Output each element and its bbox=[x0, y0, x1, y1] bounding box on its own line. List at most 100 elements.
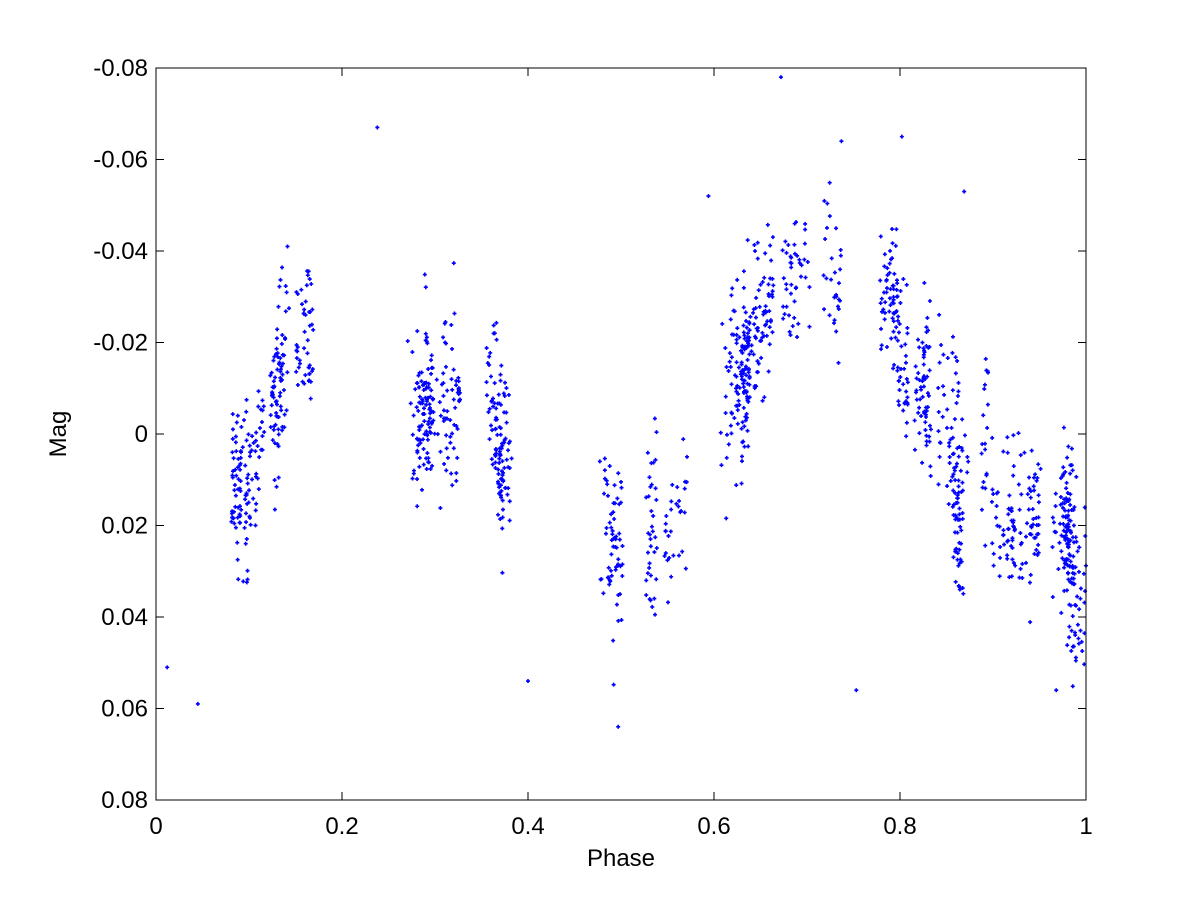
data-point bbox=[619, 618, 624, 623]
data-point bbox=[731, 332, 736, 337]
data-point bbox=[802, 241, 807, 246]
data-point bbox=[884, 290, 889, 295]
data-point bbox=[948, 478, 953, 483]
data-point bbox=[1064, 530, 1069, 535]
data-point bbox=[979, 507, 984, 512]
data-point bbox=[247, 488, 252, 493]
data-point bbox=[277, 394, 282, 399]
data-point bbox=[834, 329, 839, 334]
data-point bbox=[678, 510, 683, 515]
data-point bbox=[825, 201, 830, 206]
data-point bbox=[616, 593, 621, 598]
data-point bbox=[878, 234, 883, 239]
data-point bbox=[920, 379, 925, 384]
data-point bbox=[882, 310, 887, 315]
data-point bbox=[735, 326, 740, 331]
data-point bbox=[1018, 542, 1023, 547]
data-point bbox=[1051, 520, 1056, 525]
data-point bbox=[283, 309, 288, 314]
data-point bbox=[724, 365, 729, 370]
data-point bbox=[729, 382, 734, 387]
data-point bbox=[279, 408, 284, 413]
data-point bbox=[430, 463, 435, 468]
data-point bbox=[272, 424, 277, 429]
data-point bbox=[885, 266, 890, 271]
data-point bbox=[254, 501, 259, 506]
data-point bbox=[997, 574, 1002, 579]
data-point bbox=[247, 515, 252, 520]
data-point bbox=[415, 477, 420, 482]
data-point bbox=[888, 303, 893, 308]
data-point bbox=[498, 517, 503, 522]
data-point bbox=[946, 502, 951, 507]
data-point bbox=[746, 338, 751, 343]
data-point bbox=[760, 398, 765, 403]
data-point bbox=[945, 484, 950, 489]
data-point bbox=[742, 424, 747, 429]
data-point bbox=[759, 355, 764, 360]
data-point bbox=[879, 343, 884, 348]
data-point bbox=[836, 307, 841, 312]
data-point bbox=[723, 394, 728, 399]
data-point bbox=[233, 493, 238, 498]
data-point bbox=[654, 546, 659, 551]
data-point bbox=[951, 513, 956, 518]
data-point bbox=[493, 427, 498, 432]
data-point bbox=[666, 600, 671, 605]
data-point bbox=[501, 440, 506, 445]
data-point bbox=[499, 363, 504, 368]
data-point bbox=[1078, 596, 1083, 601]
data-point bbox=[424, 402, 429, 407]
data-point bbox=[784, 287, 789, 292]
data-point bbox=[982, 441, 987, 446]
data-point bbox=[606, 575, 611, 580]
data-point bbox=[827, 313, 832, 318]
data-point bbox=[882, 264, 887, 269]
data-point bbox=[945, 407, 950, 412]
data-point bbox=[921, 384, 926, 389]
data-point bbox=[271, 358, 276, 363]
data-point bbox=[616, 557, 621, 562]
data-point bbox=[771, 283, 776, 288]
data-point bbox=[650, 604, 655, 609]
data-point bbox=[924, 330, 929, 335]
data-point bbox=[742, 378, 747, 383]
data-point bbox=[891, 366, 896, 371]
data-point bbox=[443, 320, 448, 325]
data-point bbox=[947, 440, 952, 445]
data-point bbox=[497, 425, 502, 430]
data-point bbox=[441, 335, 446, 340]
data-point bbox=[1068, 492, 1073, 497]
data-point bbox=[239, 424, 244, 429]
data-point bbox=[937, 360, 942, 365]
data-point bbox=[1006, 512, 1011, 517]
data-point bbox=[895, 368, 900, 373]
data-point bbox=[740, 459, 745, 464]
data-point bbox=[428, 394, 433, 399]
data-point bbox=[1063, 469, 1068, 474]
data-point bbox=[768, 243, 773, 248]
data-point bbox=[742, 333, 747, 338]
data-point bbox=[925, 315, 930, 320]
data-point bbox=[1005, 435, 1010, 440]
data-point bbox=[1020, 576, 1025, 581]
data-point bbox=[997, 524, 1002, 529]
data-point bbox=[763, 251, 768, 256]
data-point bbox=[981, 413, 986, 418]
data-point bbox=[729, 431, 734, 436]
data-point bbox=[914, 397, 919, 402]
data-point bbox=[282, 412, 287, 417]
data-point bbox=[443, 364, 448, 369]
data-point bbox=[1035, 552, 1040, 557]
data-point bbox=[238, 455, 243, 460]
data-point bbox=[423, 338, 428, 343]
data-point bbox=[423, 285, 428, 290]
data-point bbox=[726, 442, 731, 447]
data-point bbox=[887, 270, 892, 275]
data-point bbox=[795, 335, 800, 340]
data-point bbox=[421, 462, 426, 467]
data-point bbox=[1076, 641, 1081, 646]
data-point bbox=[741, 405, 746, 410]
data-point bbox=[927, 368, 932, 373]
data-point bbox=[272, 441, 277, 446]
